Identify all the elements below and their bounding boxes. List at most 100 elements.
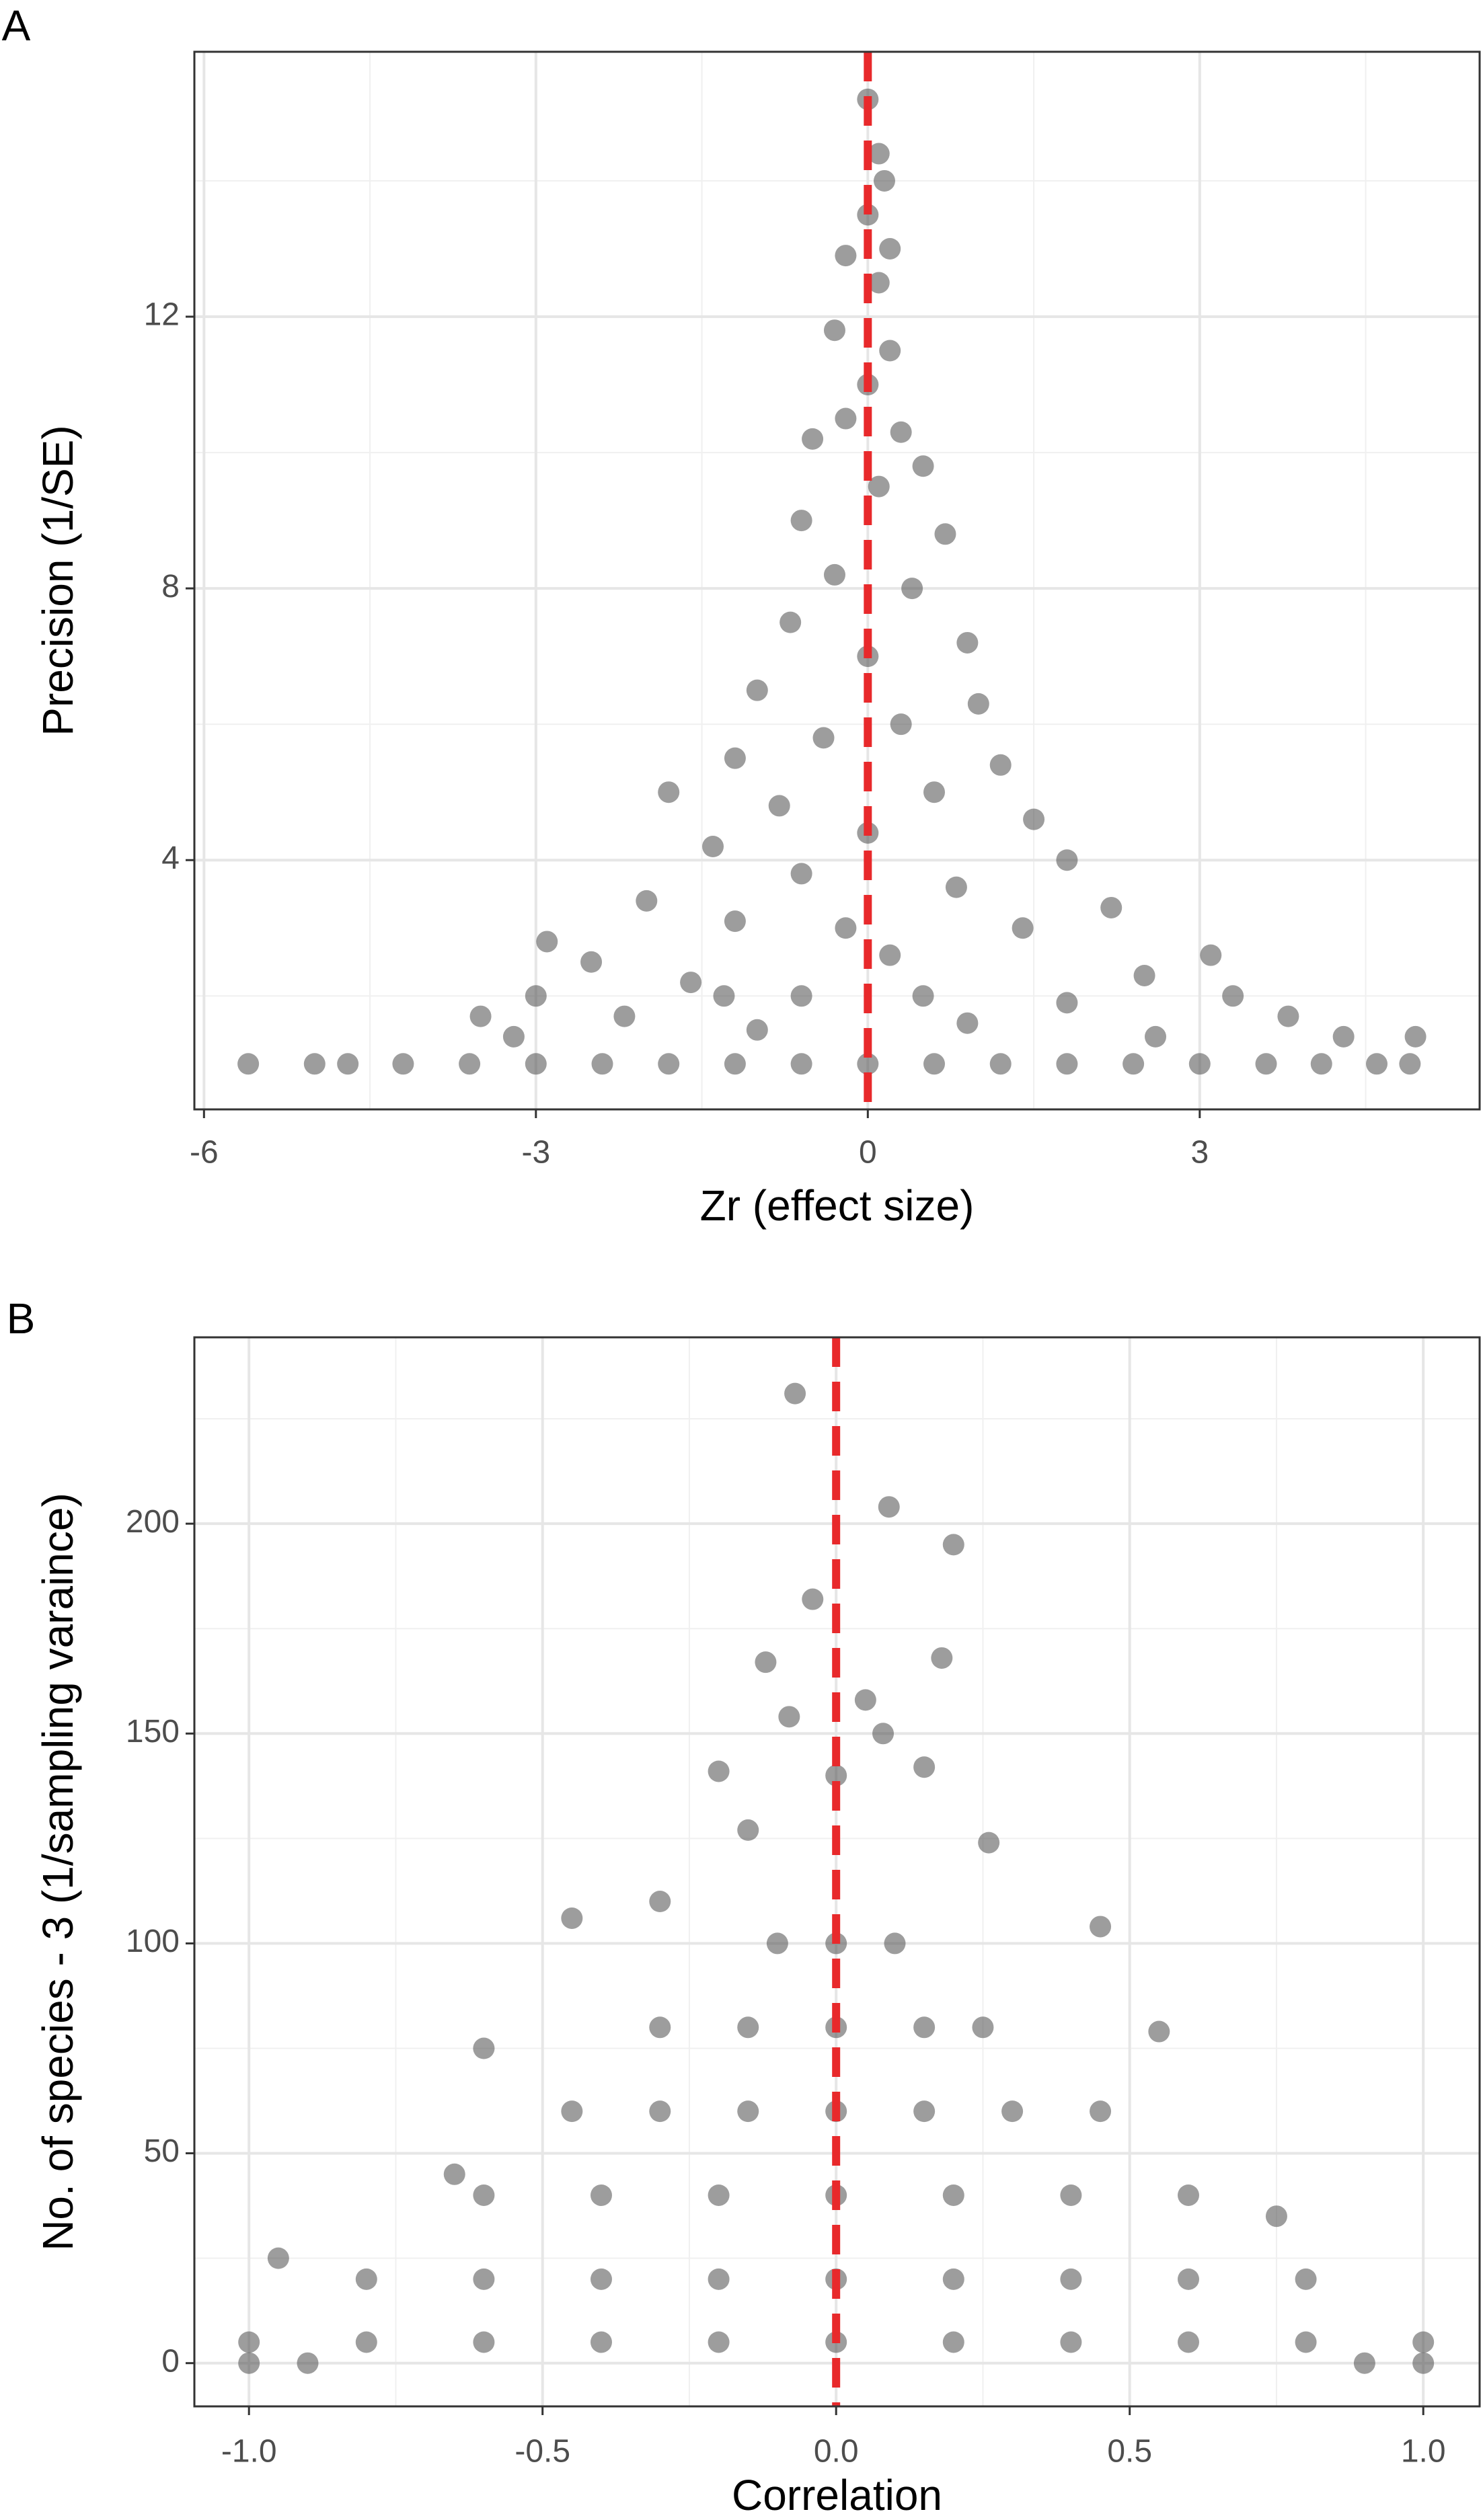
point xyxy=(884,1932,906,1955)
point xyxy=(613,1005,636,1027)
point xyxy=(1056,849,1078,871)
point xyxy=(890,713,912,736)
point xyxy=(879,237,901,260)
point xyxy=(1188,1053,1211,1075)
point xyxy=(784,1382,806,1405)
point xyxy=(708,2268,730,2290)
point xyxy=(702,836,724,858)
point xyxy=(890,421,912,443)
point xyxy=(790,985,812,1007)
point xyxy=(297,2352,319,2374)
x-axis-title: Zr (effect size) xyxy=(700,1181,975,1230)
point xyxy=(942,2331,964,2353)
point xyxy=(746,679,768,701)
point xyxy=(790,863,812,885)
y-tick-label: 0 xyxy=(161,2343,180,2379)
point xyxy=(945,876,967,898)
point xyxy=(459,1053,481,1075)
point xyxy=(1090,1916,1112,1938)
point xyxy=(868,272,890,294)
point xyxy=(473,2331,495,2353)
point xyxy=(913,2100,936,2123)
point xyxy=(923,1053,946,1075)
plot-border xyxy=(193,1336,1481,2408)
point xyxy=(835,245,857,267)
point xyxy=(525,1053,547,1075)
panel-tag: B xyxy=(7,1294,36,1343)
point xyxy=(561,1907,583,1929)
point xyxy=(1056,992,1078,1014)
point xyxy=(766,1932,788,1955)
point xyxy=(942,2184,964,2206)
point xyxy=(649,2016,671,2039)
point xyxy=(779,611,802,633)
point xyxy=(913,2016,936,2039)
point xyxy=(1001,2100,1024,2123)
point xyxy=(658,781,680,803)
point xyxy=(337,1053,359,1075)
point xyxy=(978,1832,1000,1854)
point xyxy=(857,1053,879,1075)
x-axis-title: Correlation xyxy=(732,2471,942,2519)
point xyxy=(580,951,603,973)
point xyxy=(1056,1053,1078,1075)
point xyxy=(934,523,956,545)
point xyxy=(1295,2331,1317,2353)
point xyxy=(724,747,746,769)
x-tick-label: 0 xyxy=(859,1135,877,1171)
y-tick-label: 8 xyxy=(161,569,180,604)
x-tick-label: 3 xyxy=(1190,1135,1209,1171)
point xyxy=(1060,2331,1082,2353)
point xyxy=(823,319,845,342)
point xyxy=(901,578,923,600)
x-tick-label: -0.5 xyxy=(515,2434,570,2470)
point xyxy=(1295,2268,1317,2290)
point xyxy=(879,340,901,362)
y-axis-title: No. of species - 3 (1/sampling varaince) xyxy=(34,1493,82,2251)
point xyxy=(355,2331,377,2353)
point xyxy=(238,2331,260,2353)
point xyxy=(873,169,895,192)
point xyxy=(649,1891,671,1913)
point xyxy=(238,2352,260,2374)
point xyxy=(825,1764,847,1786)
y-tick-label: 12 xyxy=(144,297,180,333)
x-tick-label: 1.0 xyxy=(1401,2434,1446,2470)
y-tick-label: 100 xyxy=(126,1924,180,1959)
point xyxy=(1100,896,1123,918)
point xyxy=(872,1723,895,1745)
y-tick-label: 150 xyxy=(126,1714,180,1749)
point xyxy=(1255,1053,1277,1075)
point xyxy=(790,1053,812,1075)
point xyxy=(835,917,857,939)
point xyxy=(802,1588,824,1610)
point xyxy=(1177,2268,1199,2290)
point xyxy=(1060,2268,1082,2290)
y-tick-label: 200 xyxy=(126,1504,180,1540)
point xyxy=(237,1053,260,1075)
point xyxy=(443,2163,465,2185)
point xyxy=(724,1053,746,1075)
y-axis-title: Precision (1/SE) xyxy=(34,425,82,736)
point xyxy=(835,407,857,430)
point xyxy=(267,2247,289,2269)
point xyxy=(1332,1025,1355,1048)
point xyxy=(737,2016,759,2039)
point xyxy=(1404,1025,1427,1048)
point xyxy=(737,2100,759,2123)
point xyxy=(1412,2331,1435,2353)
point xyxy=(591,1053,613,1075)
point xyxy=(1123,1053,1145,1075)
point xyxy=(912,455,934,477)
point xyxy=(737,1819,759,1841)
point xyxy=(923,781,946,803)
point xyxy=(878,1496,900,1518)
point xyxy=(303,1053,326,1075)
point xyxy=(1366,1053,1388,1075)
point xyxy=(658,1053,680,1075)
point xyxy=(868,475,890,498)
point xyxy=(1148,2020,1170,2043)
point xyxy=(392,1053,414,1075)
point xyxy=(469,1005,492,1027)
